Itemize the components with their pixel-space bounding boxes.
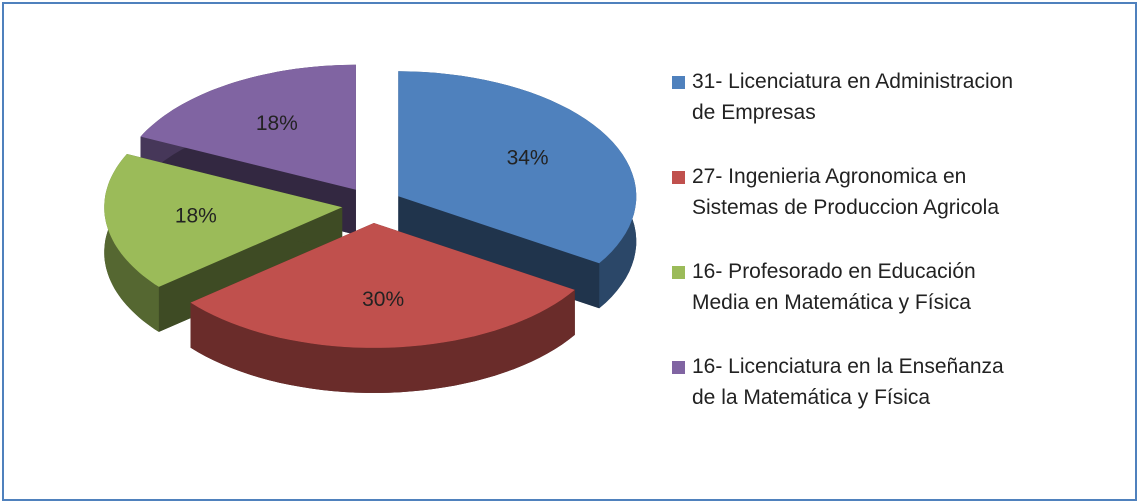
legend: 31- Licenciatura en Administracion de Em…: [672, 66, 1022, 446]
data-label: 18%: [256, 112, 298, 135]
slice: [104, 154, 343, 332]
slice-side: [190, 289, 575, 393]
data-label: 18%: [175, 205, 217, 228]
slice-top: [140, 64, 356, 190]
data-label: 34%: [507, 147, 549, 170]
legend-label: 16- Profesorado en Educación Media en Ma…: [692, 260, 976, 314]
slice-top: [398, 71, 637, 264]
data-label: 30%: [362, 288, 404, 311]
legend-label: 16- Licenciatura en la Enseñanza de la M…: [692, 355, 1004, 409]
legend-label: 27- Ingenieria Agronomica en Sistemas de…: [692, 165, 999, 219]
slice-top: [104, 154, 343, 287]
legend-label: 31- Licenciatura en Administracion de Em…: [692, 70, 1014, 124]
legend-swatch: [672, 361, 685, 374]
slice-wall: [398, 196, 600, 309]
legend-item: 16- Licenciatura en la Enseñanza de la M…: [672, 351, 1022, 413]
legend-item: 27- Ingenieria Agronomica en Sistemas de…: [672, 161, 1022, 223]
legend-item: 16- Profesorado en Educación Media en Ma…: [672, 256, 1022, 318]
legend-swatch: [672, 171, 685, 184]
slice-top: [190, 223, 575, 348]
legend-item: 31- Licenciatura en Administracion de Em…: [672, 66, 1022, 128]
legend-swatch: [672, 76, 685, 89]
slice: [190, 223, 575, 393]
legend-swatch: [672, 266, 685, 279]
